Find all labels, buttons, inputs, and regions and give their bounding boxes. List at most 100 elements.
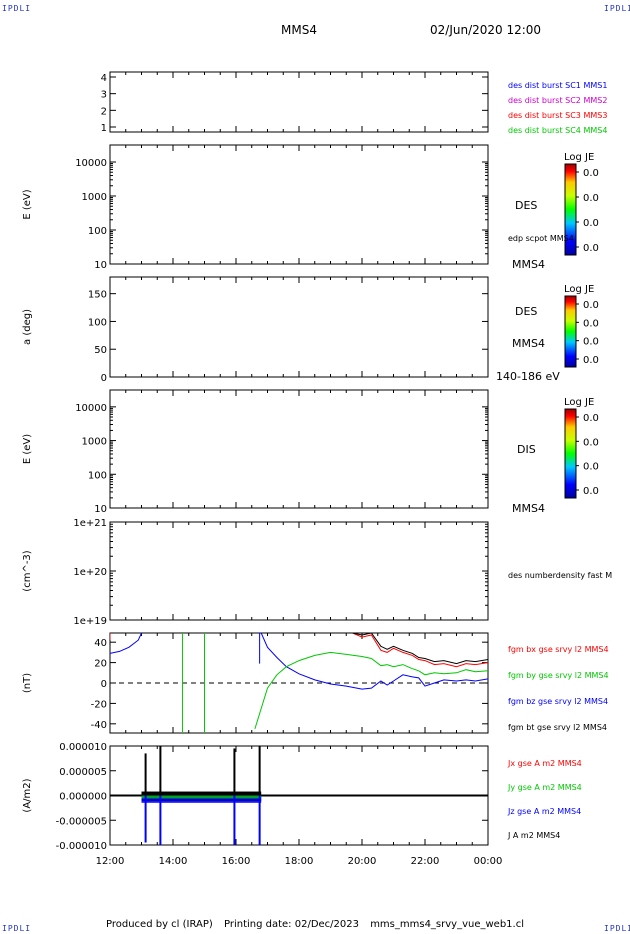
panel-side-label: edp scpot MMS4 xyxy=(508,234,574,243)
colorbar-tick-label: 0.0 xyxy=(583,355,599,366)
y-tick-label: 3 xyxy=(101,90,107,101)
y-tick-label: 0.000005 xyxy=(59,767,107,778)
y-tick-label: 10 xyxy=(94,260,107,271)
y-tick-label: 1e+21 xyxy=(73,518,107,529)
colorbar-tick-label: 0.0 xyxy=(583,300,599,311)
y-tick-label: 1000 xyxy=(82,192,107,203)
corner-tag-bottom-left: IPDLI xyxy=(2,924,32,933)
series-line xyxy=(254,651,488,730)
noise-band xyxy=(110,794,488,797)
series-line xyxy=(352,633,488,665)
y-tick-label: -40 xyxy=(91,720,107,731)
colorbar-tick-label: 0.0 xyxy=(583,168,599,179)
y-tick-label: 1e+20 xyxy=(73,567,107,578)
y-tick-label: 0.000000 xyxy=(59,792,107,803)
y-tick-label: 2 xyxy=(101,106,107,117)
legend-entry: fgm bz gse srvy l2 MMS4 xyxy=(508,697,608,706)
y-tick-label: -0.000005 xyxy=(56,816,107,827)
legend-entry: Jx gse A m2 MMS4 xyxy=(507,759,582,768)
y-tick-label: 100 xyxy=(88,226,107,237)
colorbar-tick-label: 0.0 xyxy=(583,318,599,329)
y-tick-label: -0.000010 xyxy=(56,841,107,852)
panel-side-label: DES xyxy=(515,199,537,212)
legend-entry: fgm bx gse srvy l2 MMS4 xyxy=(508,645,609,654)
x-tick-label: 00:00 xyxy=(474,856,503,867)
colorbar xyxy=(564,408,577,499)
legend-entry: des numberdensity fast M xyxy=(508,571,612,580)
legend-entry: des dist burst SC4 MMS4 xyxy=(508,126,607,135)
corner-tag-top-right: IPDLI xyxy=(604,4,630,13)
panel-side-label: DES xyxy=(515,305,537,318)
y-axis-label: a (deg) xyxy=(22,309,33,345)
x-tick-label: 14:00 xyxy=(159,856,188,867)
y-axis-label: E (eV) xyxy=(22,189,33,219)
footer: Produced by cl (IRAP) Printing date: 02/… xyxy=(0,919,630,930)
panel-frame xyxy=(109,389,489,509)
panel-side-label: MMS4 xyxy=(512,502,545,515)
legend-entry: des dist burst SC1 MMS1 xyxy=(508,81,607,90)
noise-band xyxy=(141,795,262,799)
colorbar xyxy=(564,295,577,368)
y-tick-label: 150 xyxy=(88,290,107,301)
panel-side-label: MMS4 xyxy=(512,258,545,271)
legend-entry: des dist burst SC3 MMS3 xyxy=(508,111,607,120)
x-tick-label: 12:00 xyxy=(96,856,125,867)
corner-tag-top-left: IPDLI xyxy=(2,4,32,13)
x-tick-label: 20:00 xyxy=(348,856,377,867)
y-tick-label: 0.000010 xyxy=(59,742,107,753)
colorbar-tick-label: 0.0 xyxy=(583,462,599,473)
footer-produced-by: Produced by cl (IRAP) xyxy=(106,919,213,930)
footer-product: mms_mms4_srvy_vue_web1.cl xyxy=(370,919,524,930)
chart-datetime: 02/Jun/2020 12:00 xyxy=(430,23,542,37)
y-axis-label: (A/m2) xyxy=(22,778,33,812)
x-tick-label: 16:00 xyxy=(222,856,251,867)
colorbar-tick-label: 0.0 xyxy=(583,193,599,204)
y-tick-label: 10000 xyxy=(75,158,107,169)
y-tick-label: 100 xyxy=(88,317,107,328)
panel-frame xyxy=(109,521,489,621)
panel-frame xyxy=(109,71,489,133)
colorbar-tick-label: 0.0 xyxy=(583,243,599,254)
legend-entry: J A m2 MMS4 xyxy=(507,831,560,840)
colorbar-tick-label: 0.0 xyxy=(583,437,599,448)
panel-side-label: MMS4 xyxy=(512,337,545,350)
y-tick-label: 0 xyxy=(101,373,107,384)
legend-entry: des dist burst SC2 MMS2 xyxy=(508,96,607,105)
panel-frame xyxy=(109,144,489,265)
colorbar-title: Log JE xyxy=(564,152,594,163)
x-tick-label: 18:00 xyxy=(285,856,314,867)
series-group xyxy=(110,633,488,733)
corner-tag-bottom-right: IPDLI xyxy=(604,924,630,933)
legend-entry: fgm by gse srvy l2 MMS4 xyxy=(508,671,609,680)
legend-entry: Jy gse A m2 MMS4 xyxy=(507,783,582,792)
y-axis-label: E (eV) xyxy=(22,434,33,464)
legend-entry: fgm bt gse srvy l2 MMS4 xyxy=(508,723,607,732)
series-line xyxy=(352,633,488,668)
colorbar-tick-label: 0.0 xyxy=(583,486,599,497)
y-tick-label: 10 xyxy=(94,504,107,515)
y-tick-label: 50 xyxy=(94,345,107,356)
y-tick-label: 1000 xyxy=(82,437,107,448)
y-tick-label: 100 xyxy=(88,470,107,481)
colorbar-title: Log JE xyxy=(564,284,594,295)
y-tick-label: 20 xyxy=(94,659,107,670)
panel-frame xyxy=(109,276,489,378)
chart-title: MMS4 xyxy=(281,23,317,37)
y-axis-label: (nT) xyxy=(22,673,33,693)
colorbar xyxy=(564,163,577,256)
legend-entry: Jz gse A m2 MMS4 xyxy=(507,807,581,816)
panel-side-label: DIS xyxy=(517,443,536,456)
y-tick-label: 1e+19 xyxy=(73,616,107,627)
y-tick-label: 1 xyxy=(101,123,107,134)
y-tick-label: -20 xyxy=(91,699,107,710)
x-tick-label: 22:00 xyxy=(411,856,440,867)
y-tick-label: 10000 xyxy=(75,403,107,414)
footer-printing-date: Printing date: 02/Dec/2023 xyxy=(223,919,359,930)
series-line xyxy=(110,633,142,654)
y-tick-label: 40 xyxy=(94,638,107,649)
colorbar-tick-label: 0.0 xyxy=(583,337,599,348)
series-group xyxy=(110,746,488,845)
y-axis-label: (cm^-3) xyxy=(22,550,33,591)
y-tick-label: 0 xyxy=(101,679,107,690)
